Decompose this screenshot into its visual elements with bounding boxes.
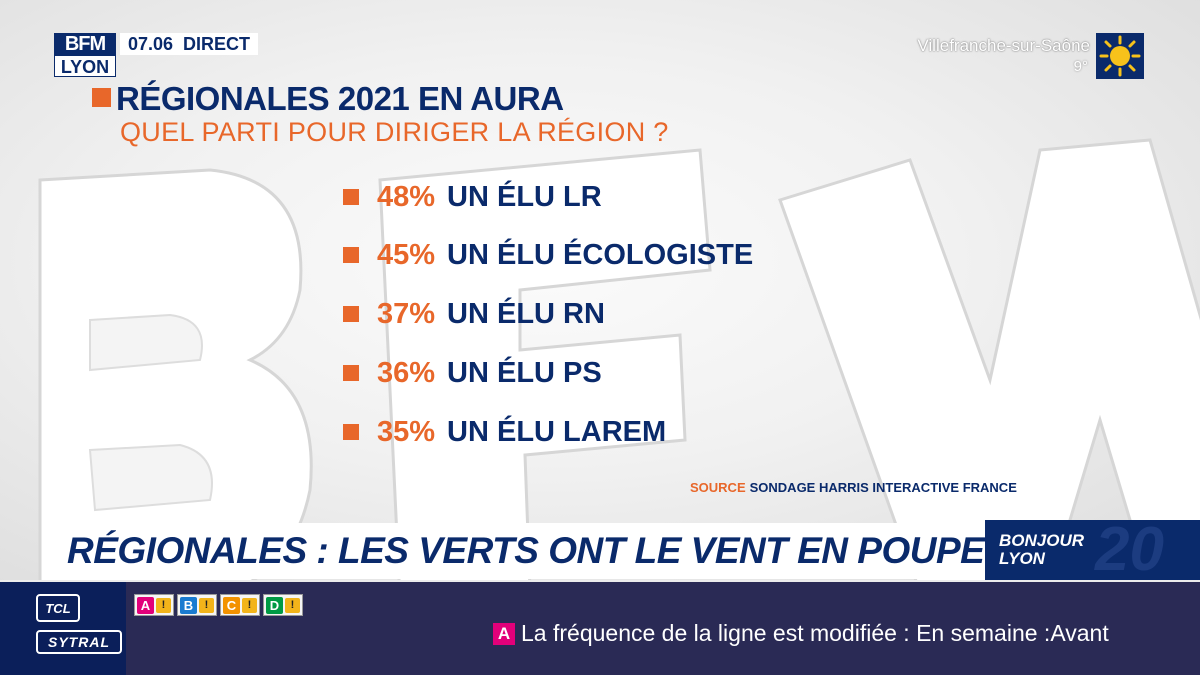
alert-icon: ! xyxy=(242,597,257,613)
item-label: UN ÉLU PS xyxy=(447,356,602,389)
item-bullet xyxy=(343,189,359,205)
item-label: UN ÉLU ÉCOLOGISTE xyxy=(447,238,754,271)
line-chip-a: A ! xyxy=(134,594,174,616)
sytral-logo: SYTRAL xyxy=(36,630,122,654)
item-bullet xyxy=(343,306,359,322)
source-credit: SOURCE SONDAGE HARRIS INTERACTIVE FRANCE xyxy=(690,480,1017,495)
headline-text: RÉGIONALES : LES VERTS ONT LE VENT EN PO… xyxy=(67,530,985,571)
item-label: UN ÉLU RN xyxy=(447,297,605,330)
alert-icon: ! xyxy=(199,597,214,613)
tcl-logo-text: TCL xyxy=(45,601,70,616)
channel-logo-top: BFM xyxy=(54,33,116,55)
item-percent: 48% xyxy=(377,180,436,213)
item-label: UN ÉLU LR xyxy=(447,180,602,213)
ticker-bar: TCL SYTRAL xyxy=(0,582,1200,675)
weather-city: Villefranche-sur-Saône xyxy=(917,36,1090,55)
ticker-line-badge: A xyxy=(493,622,515,645)
poll-item: 45% UN ÉLU ÉCOLOGISTE xyxy=(343,233,753,277)
line-letter: A xyxy=(137,596,154,614)
source-text: SONDAGE HARRIS INTERACTIVE FRANCE xyxy=(749,480,1017,495)
poll-item: 37% UN ÉLU RN xyxy=(343,292,605,336)
line-letter: B xyxy=(180,596,197,614)
live-label: DIRECT xyxy=(183,34,251,54)
item-percent: 35% xyxy=(377,415,436,448)
line-chip-c: C ! xyxy=(220,594,260,616)
poll-item: 48% UN ÉLU LR xyxy=(343,175,602,219)
poll-item: 36% UN ÉLU PS xyxy=(343,351,602,395)
item-bullet xyxy=(343,365,359,381)
show-watermark: 20 xyxy=(1095,520,1164,580)
line-chip-b: B ! xyxy=(177,594,217,616)
tcl-logo: TCL xyxy=(36,594,80,622)
time-bar: 07.06 DIRECT xyxy=(120,33,259,55)
alert-icon: ! xyxy=(285,597,300,613)
headline-bar: RÉGIONALES : LES VERTS ONT LE VENT EN PO… xyxy=(57,523,985,579)
item-label: UN ÉLU LAREM xyxy=(447,415,667,448)
item-percent: 36% xyxy=(377,356,436,389)
weather-temperature: 9° xyxy=(1073,58,1088,75)
line-chip-d: D ! xyxy=(263,594,303,616)
background xyxy=(0,0,1200,580)
ticker-message-wrap: A La fréquence de la ligne est modifiée … xyxy=(493,620,1109,647)
item-bullet xyxy=(343,424,359,440)
line-letter: D xyxy=(266,596,283,614)
graphic-subtitle: QUEL PARTI POUR DIRIGER LA RÉGION ? xyxy=(120,117,669,147)
item-bullet xyxy=(343,247,359,263)
transit-lines-status: A ! B ! C ! D ! xyxy=(134,594,306,616)
background-logo-watermark xyxy=(38,138,1200,580)
channel-logo-city: LYON xyxy=(54,55,116,77)
title-bullet xyxy=(92,88,111,107)
graphic-title: RÉGIONALES 2021 EN AURA xyxy=(116,80,564,117)
show-name: BONJOUR LYON xyxy=(999,532,1084,568)
item-percent: 45% xyxy=(377,238,436,271)
ticker-brand: TCL SYTRAL xyxy=(0,582,126,675)
alert-icon: ! xyxy=(156,597,171,613)
line-letter: C xyxy=(223,596,240,614)
show-name-line2: LYON xyxy=(999,549,1045,568)
show-name-line1: BONJOUR xyxy=(999,531,1085,550)
poll-item: 35% UN ÉLU LAREM xyxy=(343,410,666,454)
channel-logo: BFM LYON xyxy=(54,33,116,77)
ticker-message: La fréquence de la ligne est modifiée : … xyxy=(521,620,1109,646)
sun-icon xyxy=(1096,33,1144,79)
clock-time: 07.06 xyxy=(128,34,174,54)
show-name-box: 20 BONJOUR LYON xyxy=(985,520,1200,580)
source-label: SOURCE xyxy=(690,480,746,495)
item-percent: 37% xyxy=(377,297,436,330)
